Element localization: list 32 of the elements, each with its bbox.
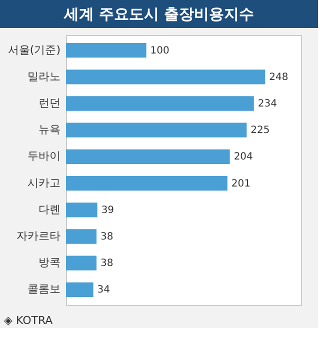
bar	[66, 256, 97, 270]
y-tick-label: 밀라노	[28, 70, 60, 83]
chart-title: 세계 주요도시 출장비용지수	[62, 5, 254, 23]
data-label: 248	[269, 72, 288, 83]
data-label: 234	[258, 98, 278, 110]
bar	[66, 70, 266, 84]
text: ◈ KOTRA	[4, 314, 54, 327]
y-tick-label: 서울(기준)	[8, 43, 60, 56]
data-label: 39	[101, 204, 114, 216]
bar	[66, 176, 228, 191]
data-label: 201	[231, 178, 251, 190]
y-tick-label: 콜롬보	[28, 282, 60, 296]
y-tick-label: 다롄	[38, 202, 60, 216]
bar	[66, 149, 230, 164]
bar	[66, 229, 97, 244]
data-label: 34	[97, 284, 110, 296]
y-tick-label: 런던	[38, 96, 60, 110]
data-label: 38	[100, 258, 114, 270]
y-tick-label: 두바이	[28, 150, 60, 163]
y-tick-label: 자카르타	[16, 230, 60, 242]
bar	[66, 202, 98, 218]
data-label: 204	[234, 152, 253, 163]
bar	[66, 282, 94, 298]
y-tick-label: 시카고	[28, 176, 60, 190]
y-tick-label: 뉴욕	[38, 123, 60, 136]
bar	[66, 96, 254, 111]
bar	[66, 42, 146, 58]
data-label: 100	[150, 45, 170, 56]
data-label: 225	[250, 125, 270, 136]
y-tick-label: 방콕	[38, 256, 60, 270]
data-label: 38	[100, 232, 114, 242]
bar	[66, 122, 247, 138]
